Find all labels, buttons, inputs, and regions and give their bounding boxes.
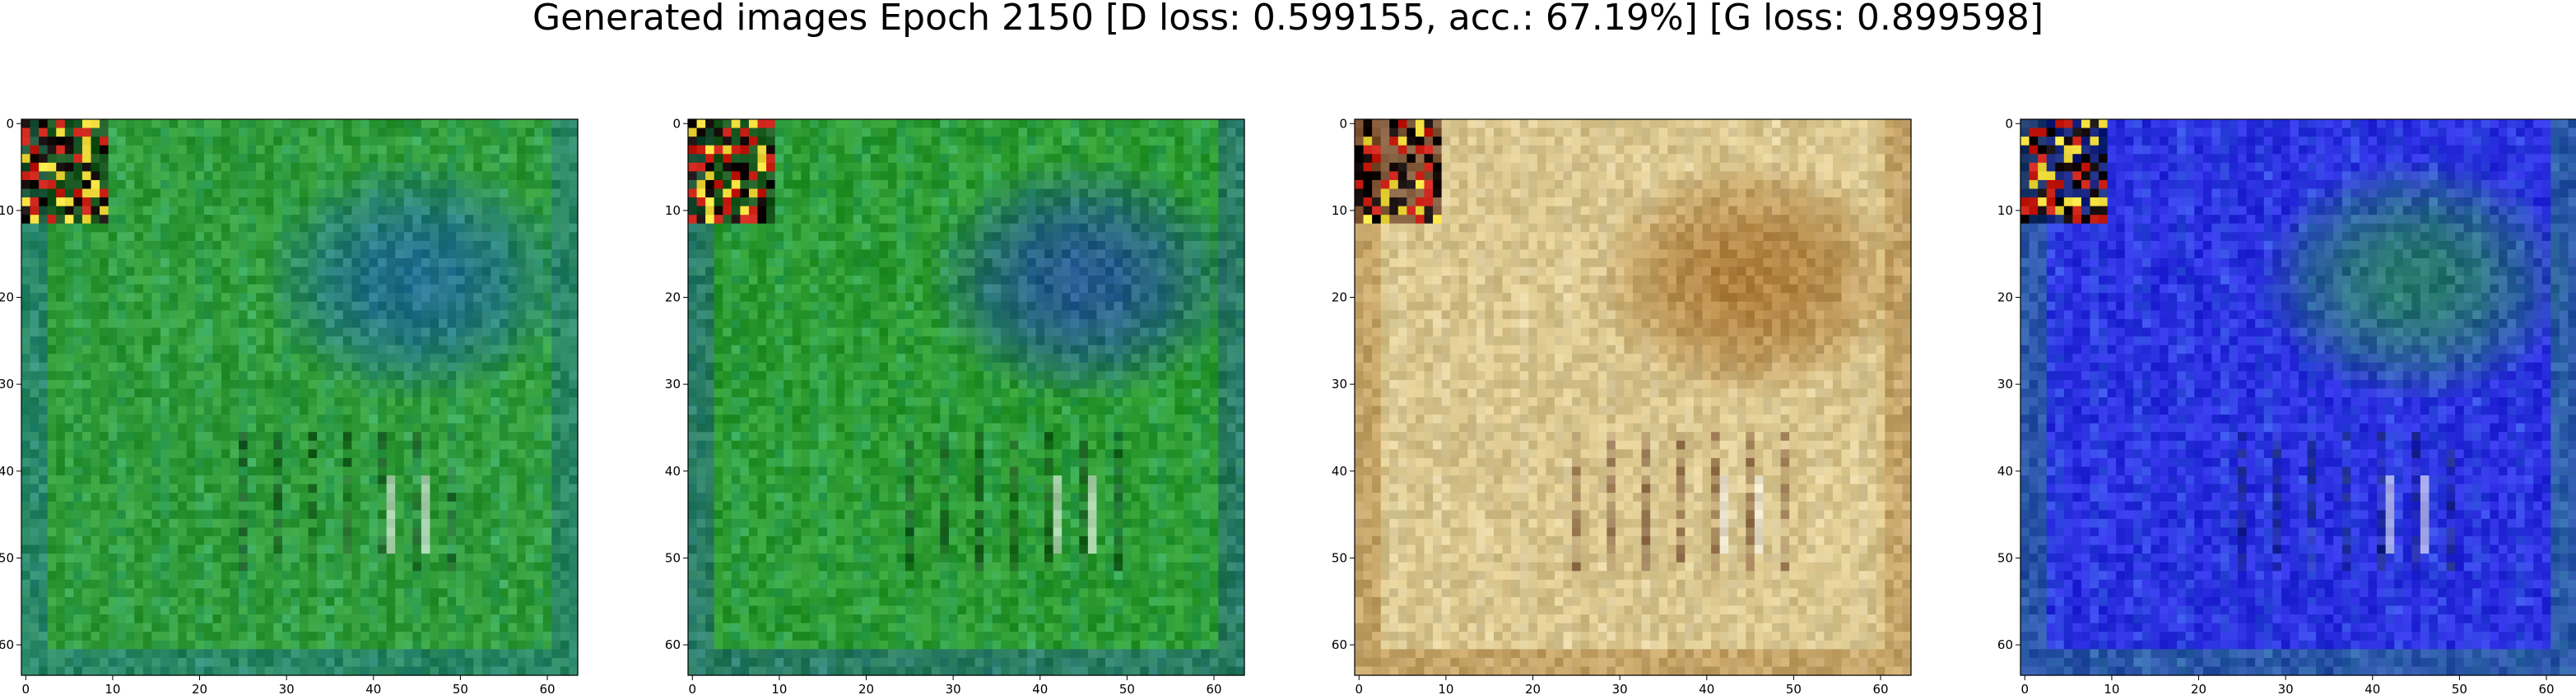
x-tick-label: 30 — [946, 682, 961, 695]
x-tick-label: 50 — [1119, 682, 1135, 695]
x-tick-label: 50 — [453, 682, 468, 695]
y-tick-label: 0 — [672, 116, 681, 131]
x-tick-label: 50 — [2452, 682, 2467, 695]
image-1-svg: 0 0 10 10 20 20 30 30 40 40 50 50 60 60 — [0, 116, 579, 695]
x-tick-label: 20 — [1525, 682, 1541, 695]
x-tick-label: 60 — [1206, 682, 1221, 695]
pixel-grid — [1355, 119, 1912, 676]
x-tick-label: 20 — [2191, 682, 2206, 695]
y-tick-label: 0 — [2005, 116, 2013, 131]
image-4-svg: 0 0 10 10 20 20 30 30 40 40 50 50 60 60 — [1997, 116, 2576, 695]
x-tick-label: 20 — [858, 682, 874, 695]
y-tick-label: 50 — [1997, 550, 2013, 565]
generated-image-2: 0 0 10 10 20 20 30 30 40 40 50 50 60 60 — [665, 116, 1245, 695]
x-tick-label: 40 — [365, 682, 381, 695]
x-tick-label: 0 — [2021, 682, 2030, 695]
x-tick-label: 30 — [1612, 682, 1628, 695]
y-tick-label: 30 — [0, 377, 14, 392]
y-tick-label: 20 — [1997, 290, 2013, 305]
axes-frame — [21, 118, 579, 676]
y-tick-label: 60 — [665, 637, 681, 652]
y-tick-label: 50 — [665, 550, 681, 565]
x-tick-label: 50 — [1786, 682, 1802, 695]
axes-frame — [687, 118, 1245, 676]
x-tick-label: 60 — [1872, 682, 1888, 695]
y-tick-label: 40 — [665, 464, 681, 479]
y-tick-label: 30 — [1332, 377, 1347, 392]
x-tick-label: 0 — [1355, 682, 1364, 695]
x-tick-label: 0 — [22, 682, 30, 695]
y-tick-label: 60 — [1997, 637, 2013, 652]
y-tick-label: 50 — [0, 550, 14, 565]
x-tick-label: 60 — [539, 682, 555, 695]
x-tick-label: 40 — [1699, 682, 1714, 695]
y-tick-label: 40 — [1332, 464, 1347, 479]
x-tick-label: 30 — [279, 682, 295, 695]
x-tick-label: 10 — [2104, 682, 2119, 695]
axes-frame — [2020, 118, 2576, 676]
generated-image-3: 0 0 10 10 20 20 30 30 40 40 50 50 60 60 — [1332, 116, 1912, 695]
figure-title: Generated images Epoch 2150 [D loss: 0.5… — [532, 0, 2044, 39]
y-tick-label: 30 — [665, 377, 681, 392]
x-tick-label: 0 — [689, 682, 697, 695]
pixel-grid — [688, 119, 1245, 676]
x-tick-label: 30 — [2278, 682, 2294, 695]
pixel-grid — [21, 119, 579, 676]
y-tick-label: 60 — [1332, 637, 1347, 652]
x-tick-label: 10 — [1438, 682, 1453, 695]
y-tick-label: 50 — [1332, 550, 1347, 565]
generated-image-4: 0 0 10 10 20 20 30 30 40 40 50 50 60 60 — [1997, 116, 2576, 695]
axes-frame — [1354, 118, 1912, 676]
y-tick-label: 10 — [1332, 203, 1347, 218]
y-tick-label: 20 — [0, 290, 14, 305]
y-tick-label: 20 — [665, 290, 681, 305]
x-tick-label: 40 — [2364, 682, 2380, 695]
y-tick-label: 60 — [0, 637, 14, 652]
generated-image-1: 0 0 10 10 20 20 30 30 40 40 50 50 60 60 — [0, 116, 579, 695]
image-2-svg: 0 0 10 10 20 20 30 30 40 40 50 50 60 60 — [665, 116, 1245, 695]
x-tick-label: 20 — [192, 682, 207, 695]
y-tick-label: 40 — [1997, 464, 2013, 479]
x-tick-label: 10 — [771, 682, 787, 695]
y-tick-label: 10 — [1997, 203, 2013, 218]
image-3-svg: 0 0 10 10 20 20 30 30 40 40 50 50 60 60 — [1332, 116, 1912, 695]
pixel-grid — [2020, 119, 2576, 676]
y-tick-label: 40 — [0, 464, 14, 479]
y-tick-label: 0 — [6, 116, 14, 131]
y-tick-label: 0 — [1339, 116, 1347, 131]
y-tick-label: 30 — [1997, 377, 2013, 392]
x-tick-label: 60 — [2538, 682, 2554, 695]
x-tick-label: 10 — [105, 682, 120, 695]
y-tick-label: 20 — [1332, 290, 1347, 305]
y-tick-label: 10 — [0, 203, 14, 218]
y-tick-label: 10 — [665, 203, 681, 218]
x-tick-label: 40 — [1032, 682, 1048, 695]
